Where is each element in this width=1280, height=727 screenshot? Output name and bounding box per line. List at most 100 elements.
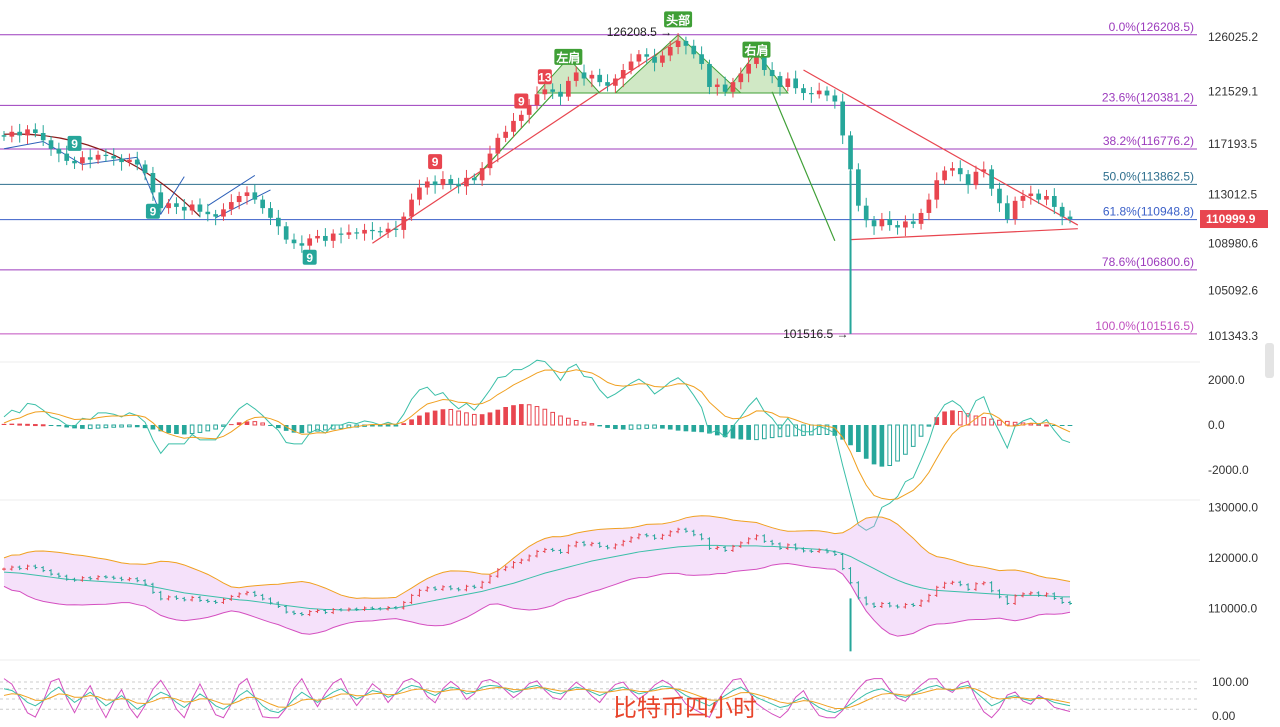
candle-body (448, 179, 454, 184)
macd-bar (981, 417, 987, 426)
bb-tick-1: 120000.0 (1208, 551, 1258, 565)
candle (17, 123, 23, 143)
candle-body (1059, 206, 1065, 217)
macd-bar (769, 424, 775, 439)
candle-body (816, 90, 822, 95)
macd-bar (691, 425, 697, 432)
candle-body (299, 243, 305, 246)
macd-bar (111, 424, 117, 428)
candle-body (746, 63, 751, 74)
candle-body (903, 221, 908, 228)
candle-body (401, 216, 407, 230)
macd-bar (534, 406, 540, 426)
candle-body (189, 204, 195, 211)
candle-body (981, 169, 987, 172)
candle (566, 76, 571, 101)
candle (1059, 202, 1065, 226)
candle (142, 160, 148, 181)
candle (213, 209, 218, 226)
candle (918, 208, 924, 230)
candle-body (103, 154, 109, 157)
candle-body (80, 157, 85, 164)
candle-body (424, 181, 430, 188)
candle-body (252, 192, 258, 200)
macd-dif-line (3, 359, 1071, 531)
macd-bar (840, 425, 846, 440)
candle-body (362, 229, 367, 234)
macd-bar (526, 404, 532, 426)
candle (1012, 196, 1018, 225)
macd-bar (863, 425, 869, 459)
candle (518, 110, 524, 129)
drop-projection (771, 91, 836, 242)
candle (879, 212, 885, 231)
candle (628, 53, 634, 75)
candle (613, 74, 618, 93)
macd-bar (236, 422, 242, 425)
candle (119, 154, 124, 171)
candle (150, 166, 156, 201)
bb-middle-line (3, 544, 1070, 611)
candle-body (863, 205, 869, 221)
macd-bar (1, 423, 7, 425)
macd-bar (64, 425, 70, 428)
macd-bar (644, 424, 650, 429)
td-label-4: 9 (514, 93, 529, 109)
candle-body (1044, 196, 1049, 200)
td-label-0: 9 (67, 135, 82, 151)
candle-body (918, 212, 924, 224)
candle-body (550, 89, 556, 92)
macd-bar (934, 417, 940, 425)
candle (346, 224, 352, 240)
candle-body (119, 158, 124, 163)
candle (981, 161, 987, 178)
candle-body (291, 239, 297, 244)
candle (722, 76, 728, 97)
candle-body (573, 72, 579, 81)
candle (1028, 185, 1034, 205)
candle-body (25, 129, 30, 136)
candle-body (432, 181, 438, 186)
macd-dea-line (3, 369, 1071, 501)
wave-line (3, 140, 185, 216)
macd-bar (652, 424, 657, 429)
candle-body (181, 206, 187, 211)
candle (934, 172, 940, 209)
candle-body (276, 217, 281, 227)
pattern-label-0: 左肩 (554, 48, 583, 65)
candle-body (456, 183, 461, 187)
macd-bar (620, 425, 626, 430)
candle (33, 123, 38, 138)
fib-label-6: 100.0%(101516.5) (1095, 319, 1194, 333)
candle (942, 166, 947, 185)
candle-body (526, 105, 532, 115)
candle-body (777, 76, 783, 87)
candle (252, 184, 258, 204)
candle-body (166, 203, 171, 209)
candle (276, 209, 281, 235)
candle (64, 145, 70, 166)
fib-label-5: 78.6%(106800.6) (1102, 255, 1194, 269)
candle (385, 222, 391, 239)
candle (95, 150, 101, 164)
price-axis: 126025.2 121529.1 117193.5 113012.5 108980.6… (1200, 30, 1268, 343)
candle (134, 151, 140, 171)
candle-body (652, 56, 657, 63)
scrollbar-handle[interactable] (1265, 343, 1274, 378)
candle (181, 199, 187, 220)
macd-bar (276, 425, 281, 429)
candle-body (926, 199, 932, 213)
current-price-label: 110999.9 (1206, 212, 1256, 226)
macd-bar (667, 425, 673, 430)
macd-bar (424, 412, 430, 425)
macd-bar (291, 425, 297, 433)
candle-body (761, 56, 767, 71)
candle (362, 223, 367, 241)
macd-bar (174, 425, 179, 434)
macd-bar (613, 425, 618, 430)
macd-bar (957, 411, 963, 426)
pattern-label-1: 头部 (664, 11, 693, 28)
candle (667, 40, 673, 62)
macd-bar (1004, 420, 1010, 426)
price-tick-0: 126025.2 (1208, 30, 1258, 44)
